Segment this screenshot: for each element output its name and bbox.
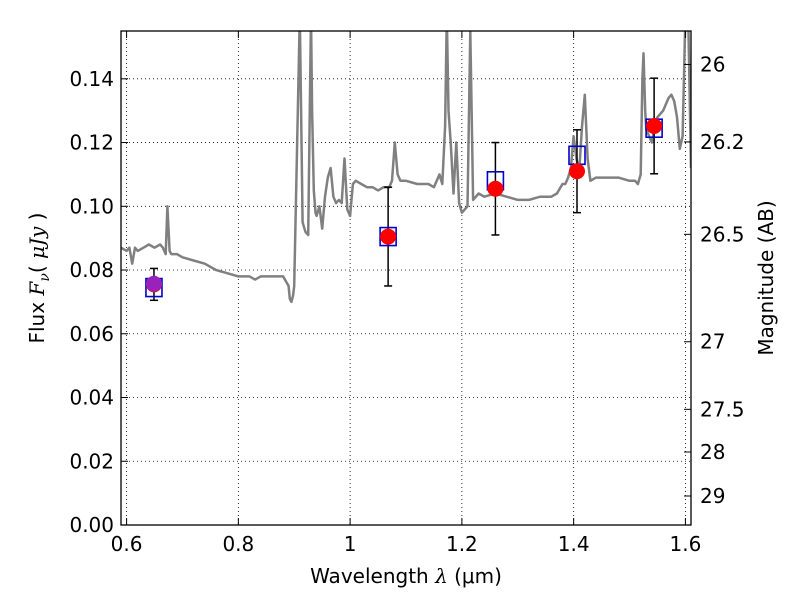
plot-frame [120,30,692,526]
x-tick-label: 0.6 [111,532,143,556]
model-flux-point [380,228,397,245]
y-tick-label: 0.04 [69,386,114,410]
y2-tick-label: 26 [700,52,725,76]
y2-tick-label: 28 [700,440,725,464]
x-tick-label: 1.6 [670,532,702,556]
y-axis-label: Flux Fν( μJy ) [25,212,53,343]
y2-axis-label: Magnitude (AB) [754,200,778,355]
x-tick-label: 0.8 [222,532,254,556]
model-flux-point [145,275,162,292]
y-tick-label: 0.02 [69,449,114,473]
y2-tick-label: 26.5 [700,222,745,246]
model-spectrum [121,31,691,304]
x-tick-label: 1 [344,532,357,556]
y2-tick-label: 29 [700,484,725,508]
y2-tick-label: 26.2 [700,130,745,154]
y-tick-label: 0.08 [69,258,114,282]
axis-ticks: 0.6 0.8 1 1.2 1.4 1.6 0.00 0.02 0.04 0.06 0.08 0.10… [69,31,745,556]
y2-tick-label: 27 [700,330,725,354]
y-tick-label: 0.10 [69,194,114,218]
spectrum-line [121,31,691,304]
y-tick-label: 0.06 [69,322,114,346]
photometry-points [145,77,663,302]
y-tick-label: 0.00 [69,513,114,537]
x-tick-label: 1.4 [558,532,590,556]
model-flux-point [569,163,585,180]
model-flux-point [487,180,504,197]
y-tick-label: 0.12 [69,131,114,155]
y-tick-label: 0.14 [69,67,114,91]
x-axis-label: Wavelength λ (μm) [310,564,502,588]
model-flux-point [646,117,663,134]
x-tick-label: 1.2 [446,532,478,556]
y2-tick-label: 27.5 [700,397,745,421]
